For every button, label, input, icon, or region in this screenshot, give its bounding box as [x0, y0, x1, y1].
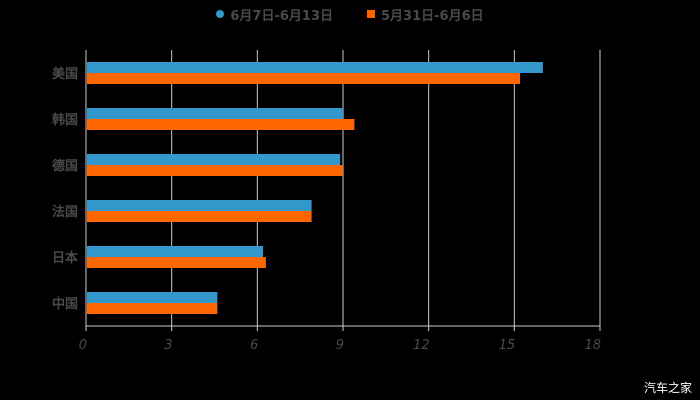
bar[interactable]	[87, 292, 218, 303]
y-category-label: 韩国	[52, 112, 78, 128]
chart-legend: 6月7日-6月13日 5月31日-6月6日	[0, 4, 700, 24]
x-tick-label: 15	[499, 338, 516, 353]
bar-group	[87, 108, 355, 130]
x-tick-label: 6	[250, 338, 258, 353]
watermark: 汽车之家	[643, 381, 692, 395]
legend-label: 5月31日-6月6日	[381, 8, 484, 24]
bar-group	[87, 154, 343, 176]
y-category-label: 中国	[52, 296, 78, 312]
y-category-label: 法国	[52, 204, 78, 220]
bar-group	[87, 246, 266, 268]
bar[interactable]	[87, 119, 355, 130]
bar[interactable]	[87, 211, 312, 222]
bar[interactable]	[87, 108, 343, 119]
bar[interactable]	[87, 62, 543, 73]
x-tick-label: 0	[79, 338, 87, 353]
y-category-label: 美国	[52, 66, 78, 82]
bar[interactable]	[87, 257, 266, 268]
bar[interactable]	[87, 73, 521, 84]
legend-circle-icon	[216, 10, 225, 18]
x-tick-label: 18	[584, 338, 601, 353]
bar-group	[87, 292, 218, 314]
x-tick-label: 3	[164, 338, 172, 353]
bar-group	[87, 200, 312, 222]
legend-square-icon	[367, 10, 375, 18]
bar[interactable]	[87, 154, 341, 165]
bar-group	[87, 62, 543, 84]
y-category-label: 日本	[52, 250, 78, 266]
x-tick-label: 12	[413, 338, 430, 353]
legend-label: 6月7日-6月13日	[230, 8, 333, 24]
bar[interactable]	[87, 303, 218, 314]
y-category-label: 德国	[52, 158, 78, 174]
bar[interactable]	[87, 246, 264, 257]
bar[interactable]	[87, 200, 312, 211]
legend-item-series-2[interactable]: 5月31日-6月6日	[367, 5, 484, 24]
legend-item-series-1[interactable]: 6月7日-6月13日	[216, 5, 333, 24]
bar[interactable]	[87, 165, 343, 176]
x-tick-label: 9	[336, 338, 344, 353]
